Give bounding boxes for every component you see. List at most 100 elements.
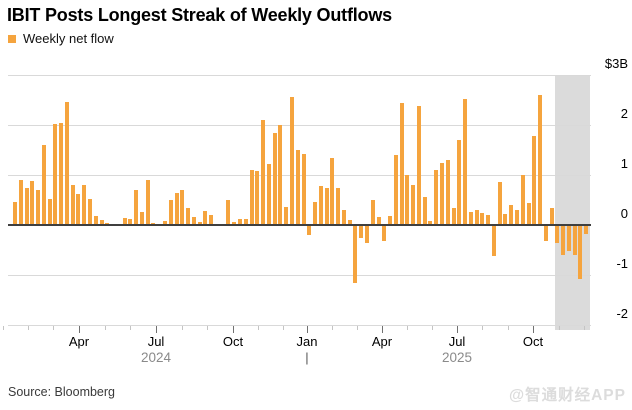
bar [341,210,346,225]
bar [370,200,375,225]
bar [284,206,289,225]
gridline [8,274,591,276]
bar [411,185,416,225]
x-axis-minor-tick [130,326,131,330]
x-axis-major-tick [533,326,534,333]
bar [76,193,81,225]
x-axis-label: Jul [448,334,466,349]
bar [163,221,168,225]
bar [93,216,98,225]
x-axis-minor-tick [3,326,4,330]
year-label: 2024 [140,350,172,365]
bar [301,154,306,225]
x-axis-minor-tick [105,326,106,330]
bar [243,219,248,225]
x-axis-minor-tick [283,326,284,330]
x-axis-minor-tick [207,326,208,330]
bar [566,226,571,251]
bar [18,179,23,225]
bar [145,179,150,225]
bar [578,226,583,279]
year-label: 2025 [441,350,473,365]
bar [88,198,92,225]
y-axis-label: 0 [620,206,628,221]
bar [295,150,300,225]
x-axis-minor-tick [28,326,29,330]
legend-swatch-icon [8,34,16,43]
bar [30,180,35,225]
bar [324,188,329,225]
x-axis-label: Jul [147,334,165,349]
bar [526,202,531,225]
bar [266,164,271,225]
x-axis-minor-tick [53,326,54,330]
y-axis-label: -2 [616,306,628,321]
watermark: @智通财经APP [509,387,626,404]
bar [480,212,485,225]
bar [289,97,294,225]
bar [105,222,110,225]
x-axis-label: Jan [296,334,318,349]
bar [503,214,508,225]
bar [13,201,17,225]
x-axis-minor-tick [182,326,183,330]
x-axis-minor-tick [584,326,585,330]
bar [36,190,41,225]
bar [520,175,525,225]
legend-label: Weekly net flow [23,31,114,46]
bar [313,201,318,225]
x-axis-major-tick [382,326,383,333]
bar [180,189,185,225]
gridline [8,124,591,126]
x-axis-major-tick [156,326,157,333]
x-axis-label: Oct [522,334,544,349]
x-axis-minor-tick [508,326,509,330]
bar [376,216,381,225]
bar [399,102,404,225]
bar [99,220,104,225]
bar [388,216,393,225]
bar [561,226,566,255]
bar [514,210,519,225]
year-separator: | [305,350,309,365]
x-axis-minor-tick [332,326,333,330]
x-axis-minor-tick [407,326,408,330]
chart-title: IBIT Posts Longest Streak of Weekly Outf… [7,5,392,25]
bar [47,198,52,225]
bar [364,226,369,243]
x-axis-minor-tick [357,326,358,330]
bar [59,122,64,225]
bar [416,106,421,225]
bar [428,221,433,225]
bar [457,139,462,225]
bar [191,216,196,225]
x-axis-minor-tick [258,326,259,330]
bar [486,215,491,225]
bar [307,226,312,235]
bar [439,163,444,225]
bar [353,226,358,283]
bar [538,95,543,225]
bar [232,221,237,225]
bar [255,171,260,225]
bar [174,192,179,225]
y-axis-label: $3B [604,56,628,71]
x-axis-major-tick [233,326,234,333]
bar [168,200,173,225]
bar [359,226,364,238]
bar [497,181,502,225]
x-axis-label: Apr [68,334,90,349]
bar [572,226,577,255]
x-axis-label: Oct [222,334,244,349]
y-axis-label: 2 [620,106,628,121]
gridline [8,74,591,76]
bar [336,188,341,225]
y-axis-label: -1 [616,256,628,271]
bar [128,219,133,225]
x-axis-label: Apr [371,334,393,349]
bar [82,185,87,225]
bar [405,175,410,225]
bar [70,184,75,225]
highlight-band [554,75,591,330]
